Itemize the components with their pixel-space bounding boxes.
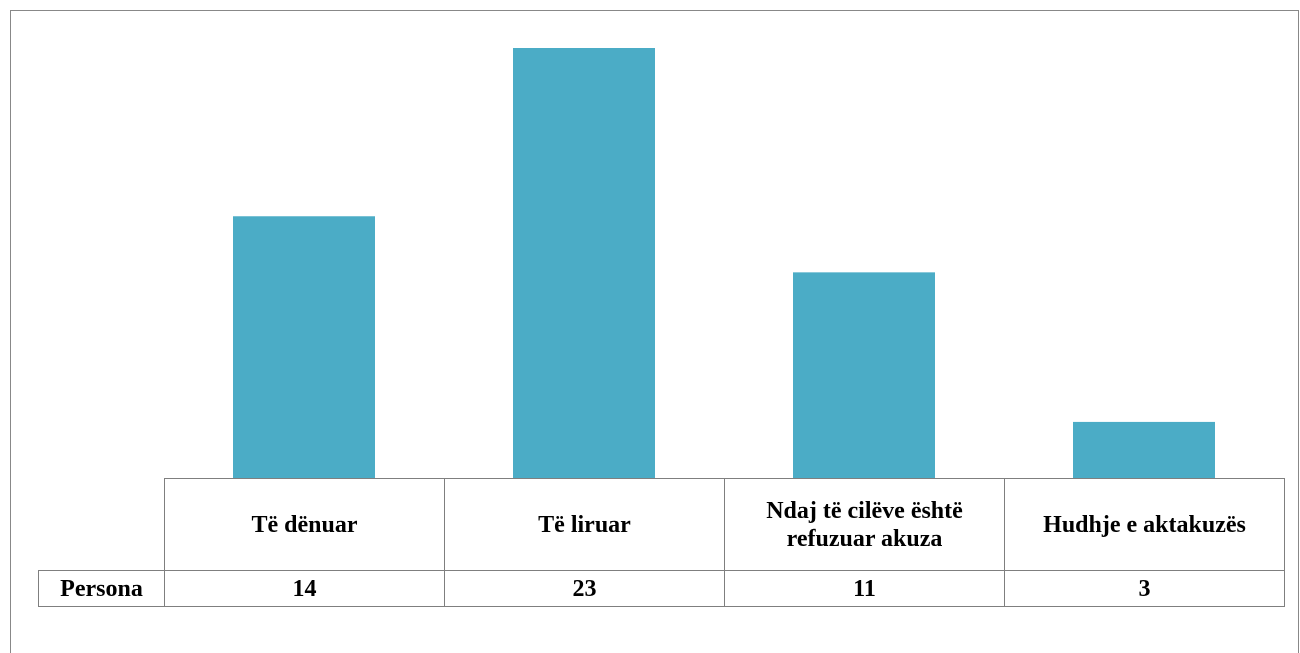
- value-cell: 14: [164, 570, 445, 607]
- value-cell: 11: [724, 570, 1005, 607]
- value-cell: 23: [444, 570, 725, 607]
- bar: [513, 48, 655, 478]
- category-header: Të dënuar: [164, 478, 445, 571]
- bar: [1073, 421, 1215, 478]
- value-cell: 3: [1004, 570, 1285, 607]
- category-header: Hudhje e aktakuzës: [1004, 478, 1285, 571]
- chart-border: [10, 10, 1299, 653]
- category-header: Ndaj të cilëve është refuzuar akuza: [724, 478, 1005, 571]
- bar: [793, 272, 935, 478]
- series-name: Persona: [38, 570, 165, 607]
- category-header: Të liruar: [444, 478, 725, 571]
- bar: [233, 216, 375, 478]
